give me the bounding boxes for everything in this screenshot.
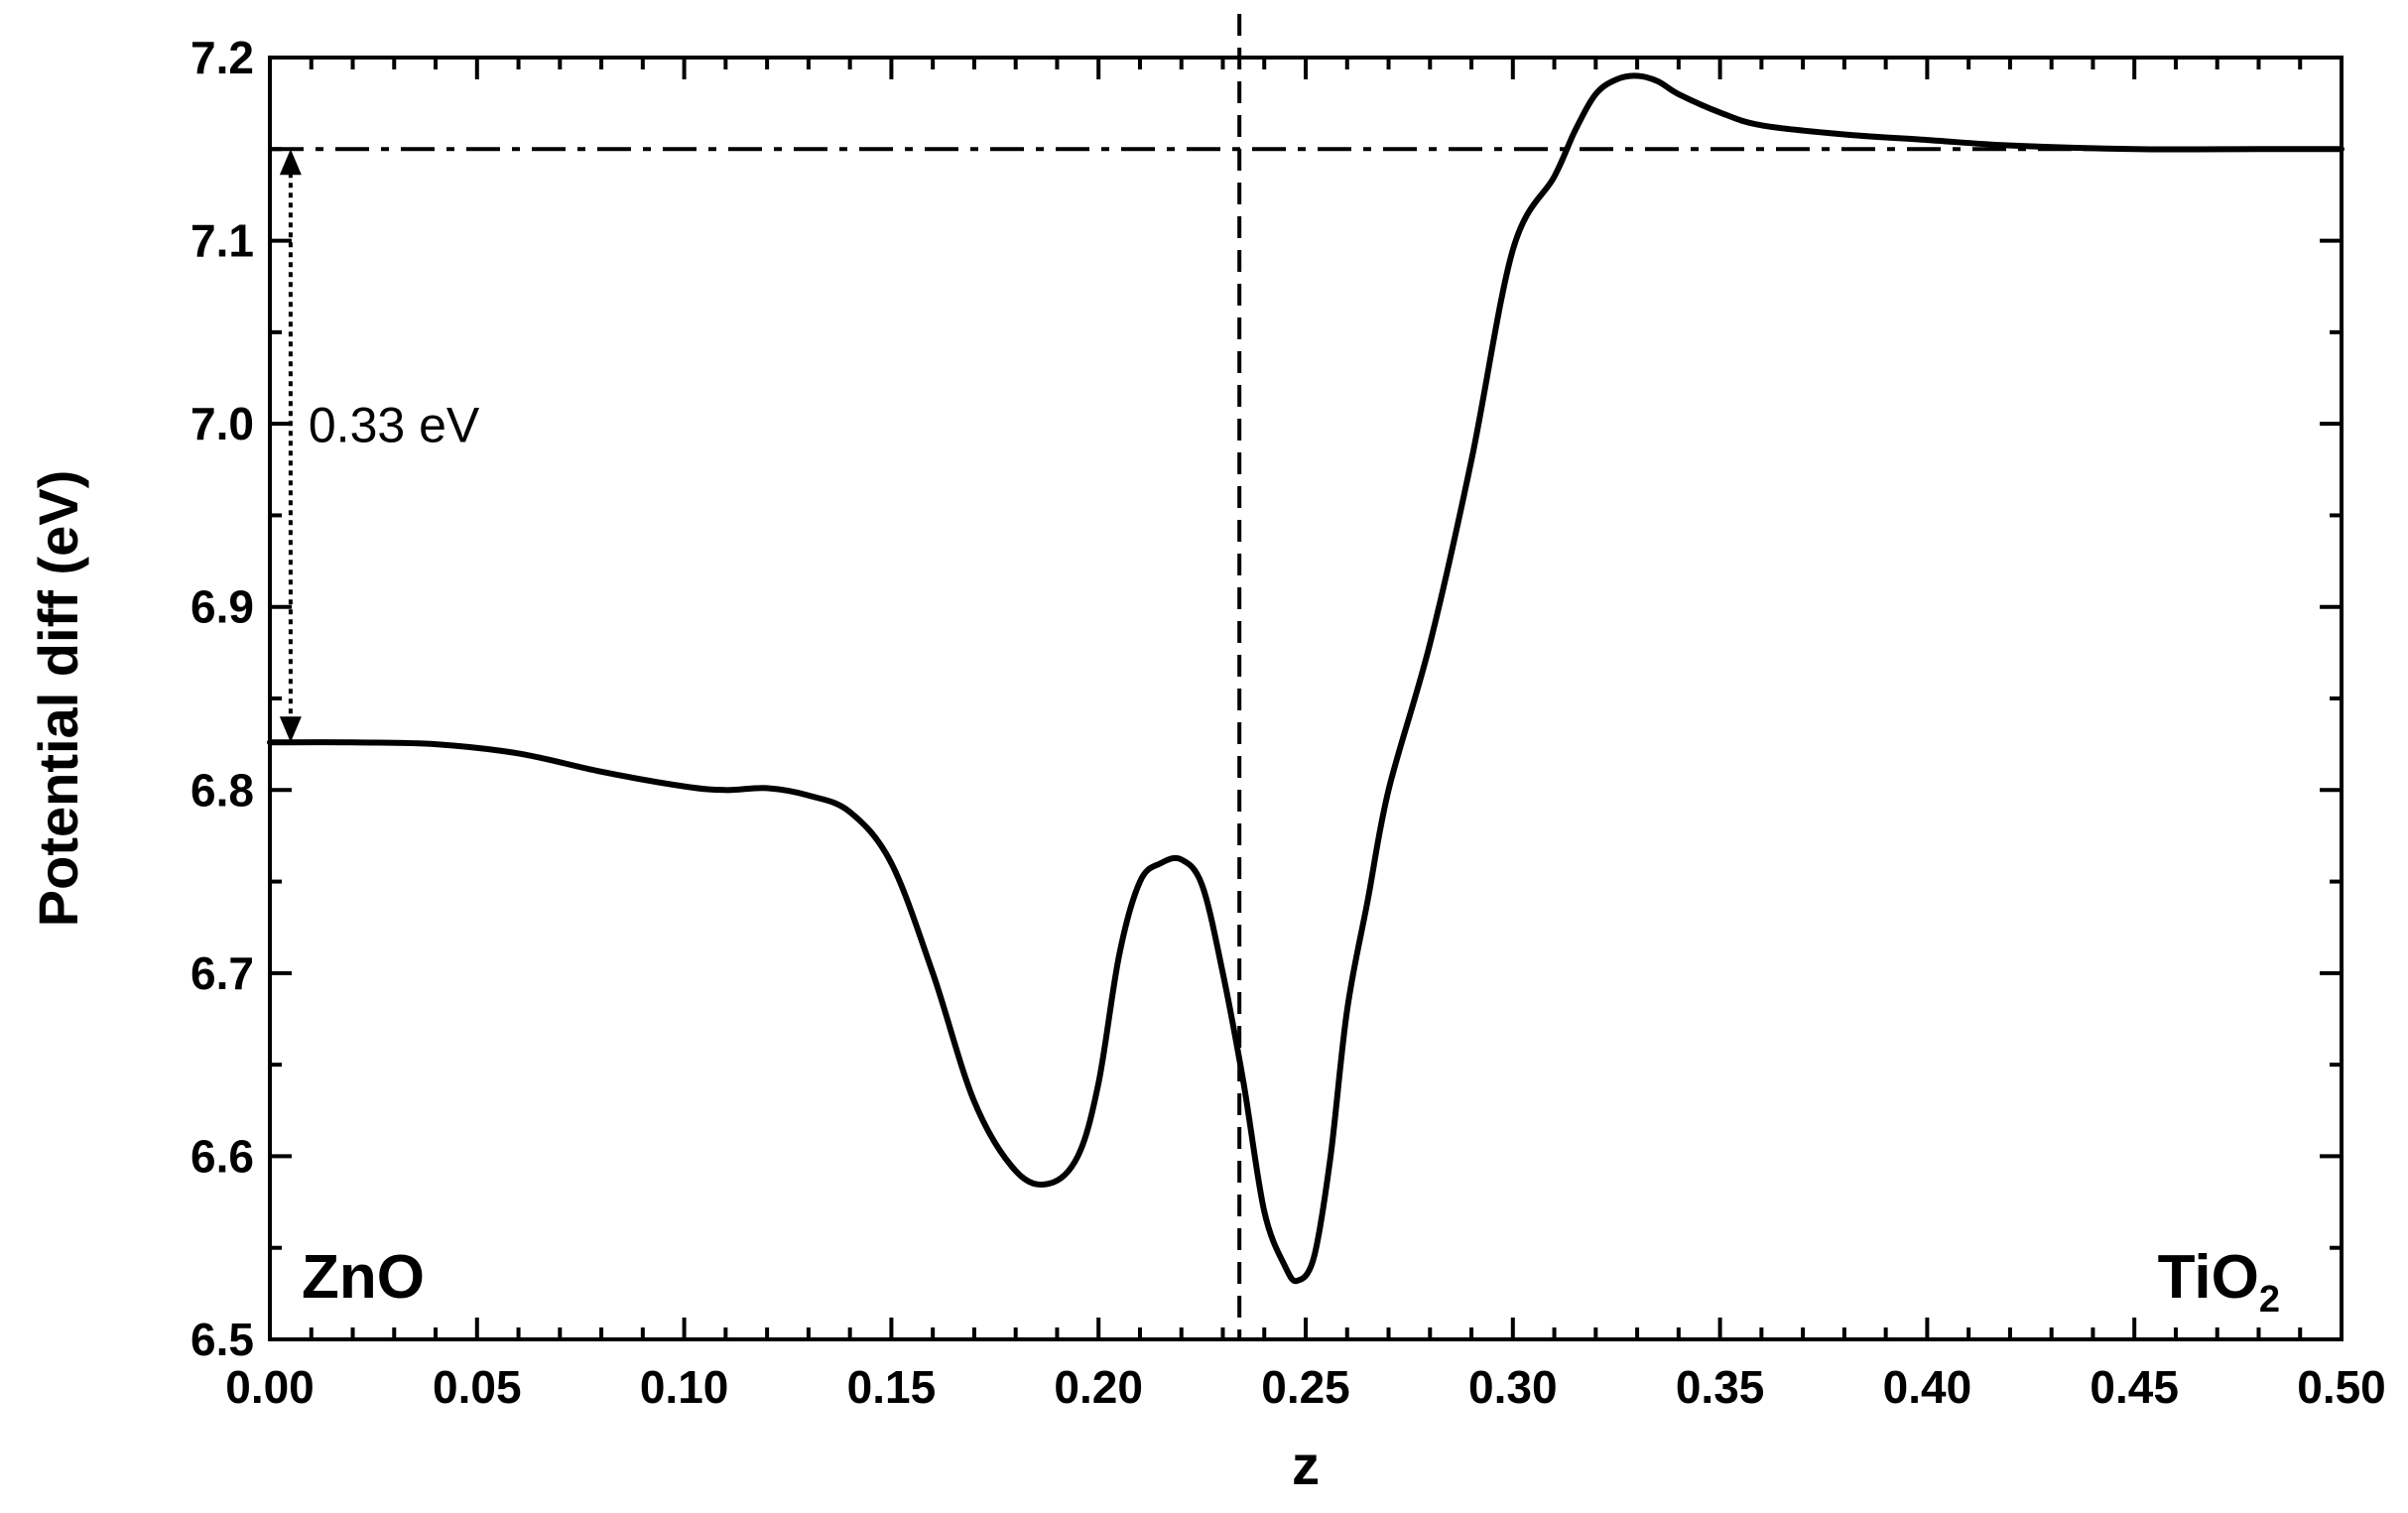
y-tick-label: 7.0 [190, 398, 254, 449]
plot-frame [268, 56, 2344, 1341]
y-tick-label: 6.5 [190, 1314, 254, 1365]
y-tick-label: 6.6 [190, 1130, 254, 1182]
zno-label: ZnO [302, 1243, 425, 1312]
x-tick-label: 0.25 [1261, 1361, 1350, 1413]
y-tick-label: 6.9 [190, 581, 254, 633]
axis-ticks [268, 56, 2344, 1341]
y-tick-label: 6.8 [190, 764, 254, 816]
x-tick-label: 0.35 [1676, 1361, 1765, 1413]
tio2-label: TiO2 [2158, 1243, 2280, 1321]
x-tick-label: 0.05 [433, 1361, 522, 1413]
gap-label: 0.33 eV [309, 398, 480, 453]
potential-curve [267, 72, 2345, 1285]
tio2-label-base: TiO [2158, 1243, 2259, 1312]
y-tick-label: 6.7 [190, 947, 254, 999]
x-tick-labels: 0.00 0.05 0.10 0.15 0.20 0.25 0.30 0.35 0.40 0.45… [225, 1361, 2386, 1413]
x-tick-label: 0.50 [2297, 1361, 2386, 1413]
y-tick-labels: 6.5 6.6 6.7 6.8 6.9 7.0 7.1 7.2 [190, 32, 254, 1365]
x-tick-label: 0.45 [2090, 1361, 2179, 1413]
x-tick-label: 0.40 [1883, 1361, 1972, 1413]
y-tick-label: 7.1 [190, 215, 254, 267]
gap-arrow-head-bottom [279, 716, 302, 743]
y-axis-title: Potential diff (eV) [27, 470, 89, 927]
gap-arrow-head-top [279, 149, 302, 176]
x-tick-label: 0.15 [847, 1361, 937, 1413]
tio2-label-subscript: 2 [2259, 1279, 2280, 1321]
x-tick-label: 0.20 [1054, 1361, 1143, 1413]
y-tick-label: 7.2 [190, 32, 254, 83]
x-tick-label: 0.10 [640, 1361, 729, 1413]
x-tick-label: 0.30 [1468, 1361, 1558, 1413]
reference-lines [270, 14, 2342, 1339]
gap-arrow [279, 149, 302, 743]
x-axis-title: z [1292, 1434, 1320, 1496]
x-tick-label: 0.00 [225, 1361, 315, 1413]
